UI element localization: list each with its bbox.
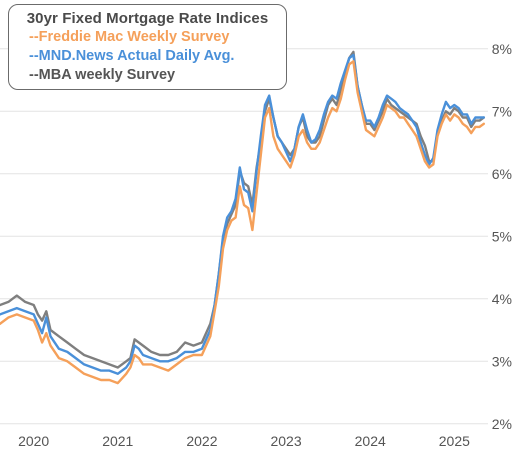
x-tick-label: 2021 [102, 433, 133, 449]
y-tick-label: 3% [492, 353, 512, 369]
y-tick-label: 4% [492, 291, 512, 307]
legend-entry-mnd-news: --MND.News Actual Daily Avg. [29, 48, 235, 64]
y-tick-label: 6% [492, 166, 512, 182]
legend-entry-freddie-mac: --Freddie Mac Weekly Survey [29, 29, 230, 45]
y-axis-tick-labels: 2% 3% 4% 5% 6% 7% 8% [492, 41, 512, 432]
series-line-2 [0, 60, 485, 385]
series-line-1 [0, 53, 485, 375]
y-tick-label: 7% [492, 103, 512, 119]
x-tick-label: 2020 [18, 433, 49, 449]
series-line-0 [0, 50, 485, 369]
x-tick-label: 2024 [355, 433, 386, 449]
y-tick-label: 8% [492, 41, 512, 57]
x-axis-tick-labels: 2020 2021 2022 2023 2024 2025 [18, 433, 470, 449]
gridlines [0, 48, 488, 425]
chart-title: 30yr Fixed Mortgage Rate Indices [26, 10, 269, 27]
legend-entry-mba: --MBA weekly Survey [29, 67, 176, 83]
x-tick-label: 2025 [439, 433, 470, 449]
y-tick-label: 2% [492, 416, 512, 432]
x-tick-label: 2022 [186, 433, 217, 449]
series-lines [0, 50, 485, 385]
x-tick-label: 2023 [270, 433, 301, 449]
y-tick-label: 5% [492, 228, 512, 244]
legend: 30yr Fixed Mortgage Rate Indices --Fredd… [8, 4, 287, 90]
